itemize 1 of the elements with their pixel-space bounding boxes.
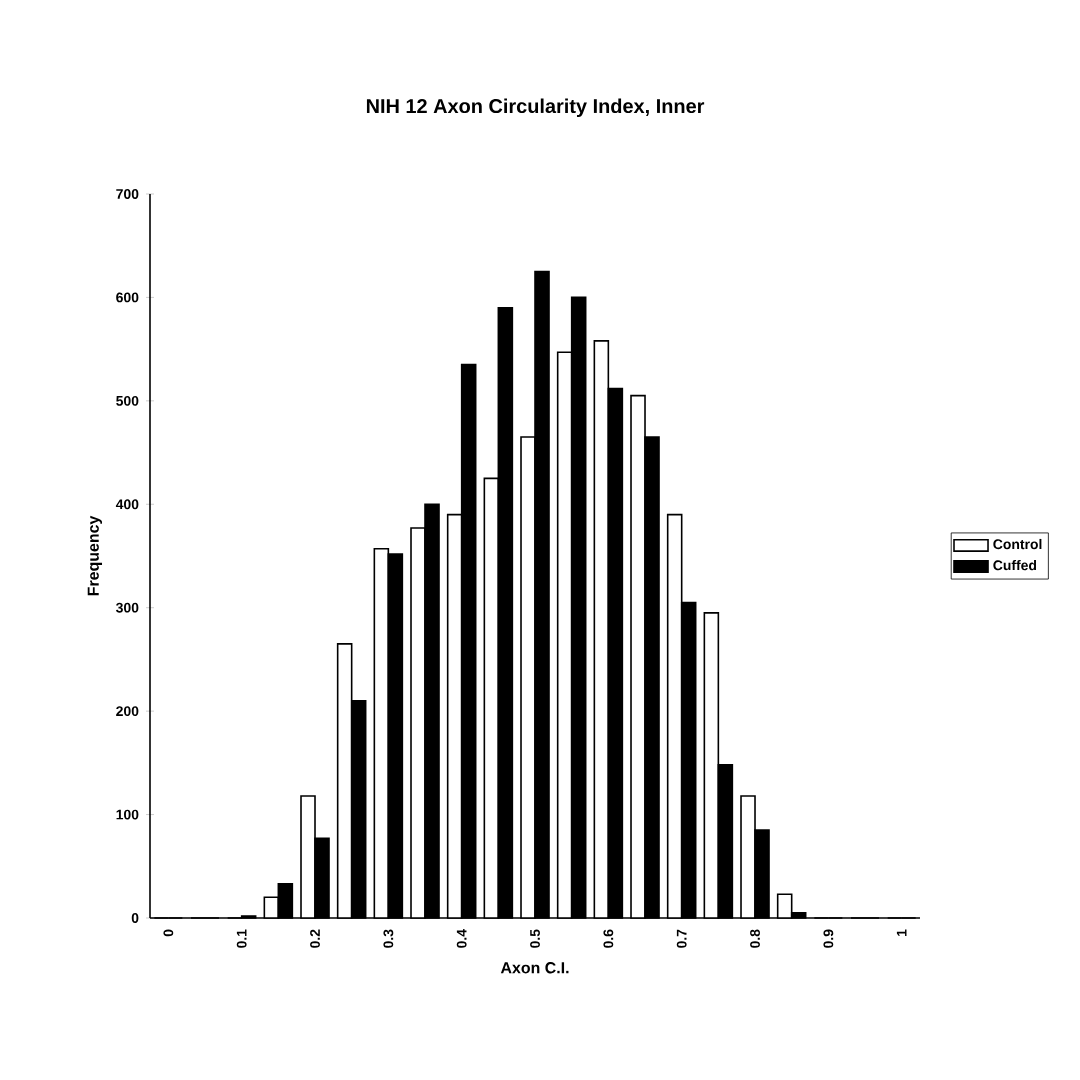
chart-title: NIH 12 Axon Circularity Index, Inner <box>366 98 705 118</box>
